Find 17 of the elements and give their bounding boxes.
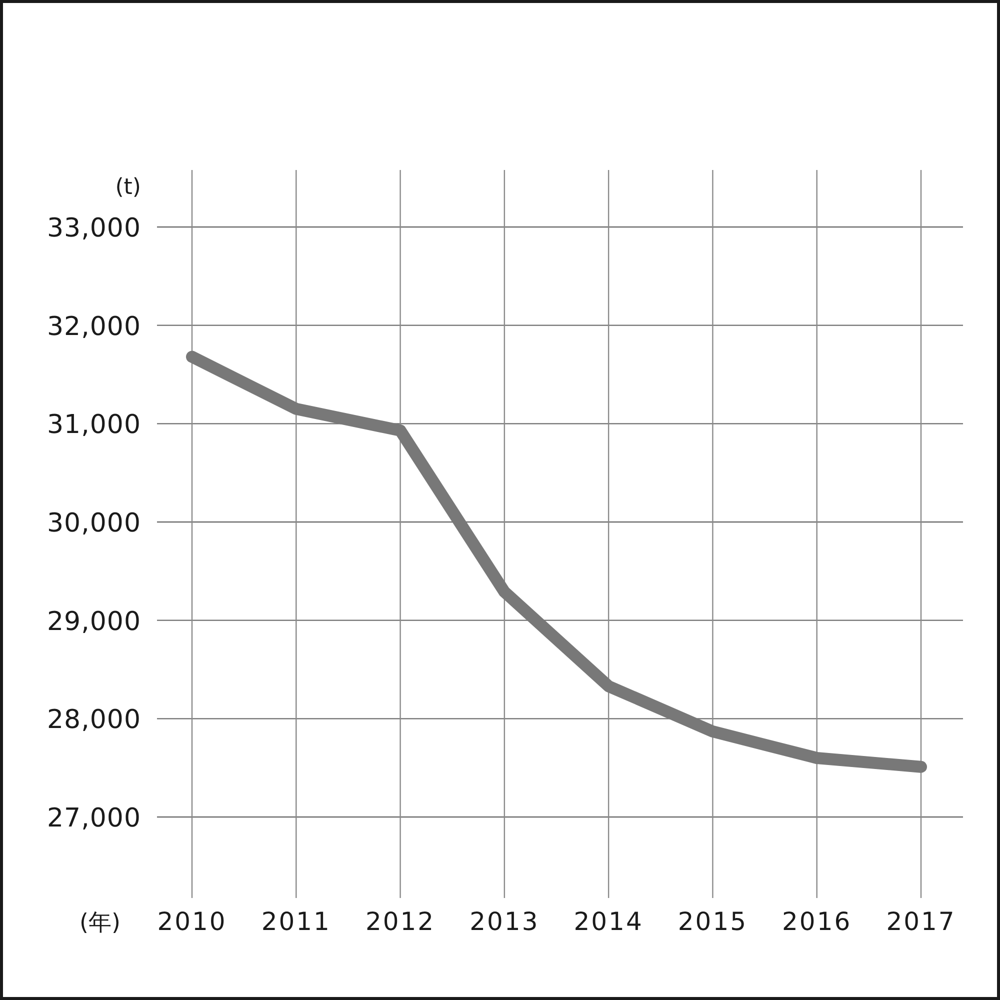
y-axis-title: (t) (115, 175, 141, 200)
x-tick-label: 2011 (261, 907, 331, 936)
y-tick-label: 31,000 (47, 410, 141, 440)
y-tick-label: 33,000 (47, 214, 141, 244)
y-tick-label: 32,000 (47, 312, 141, 342)
x-tick-label: 2013 (470, 907, 540, 936)
x-tick-label: 2015 (678, 907, 748, 936)
x-tick-label: 2012 (365, 907, 436, 936)
x-tick-label: 2014 (574, 907, 644, 936)
y-tick-label: 27,000 (47, 804, 141, 834)
x-axis-title: (年) (80, 910, 120, 936)
x-tick-label: 2017 (886, 907, 956, 936)
y-tick-label: 30,000 (47, 508, 141, 538)
x-tick-label: 2010 (157, 907, 227, 936)
y-tick-label: 29,000 (47, 606, 141, 637)
x-tick-label: 2016 (782, 907, 852, 936)
y-tick-label: 28,000 (47, 705, 141, 736)
